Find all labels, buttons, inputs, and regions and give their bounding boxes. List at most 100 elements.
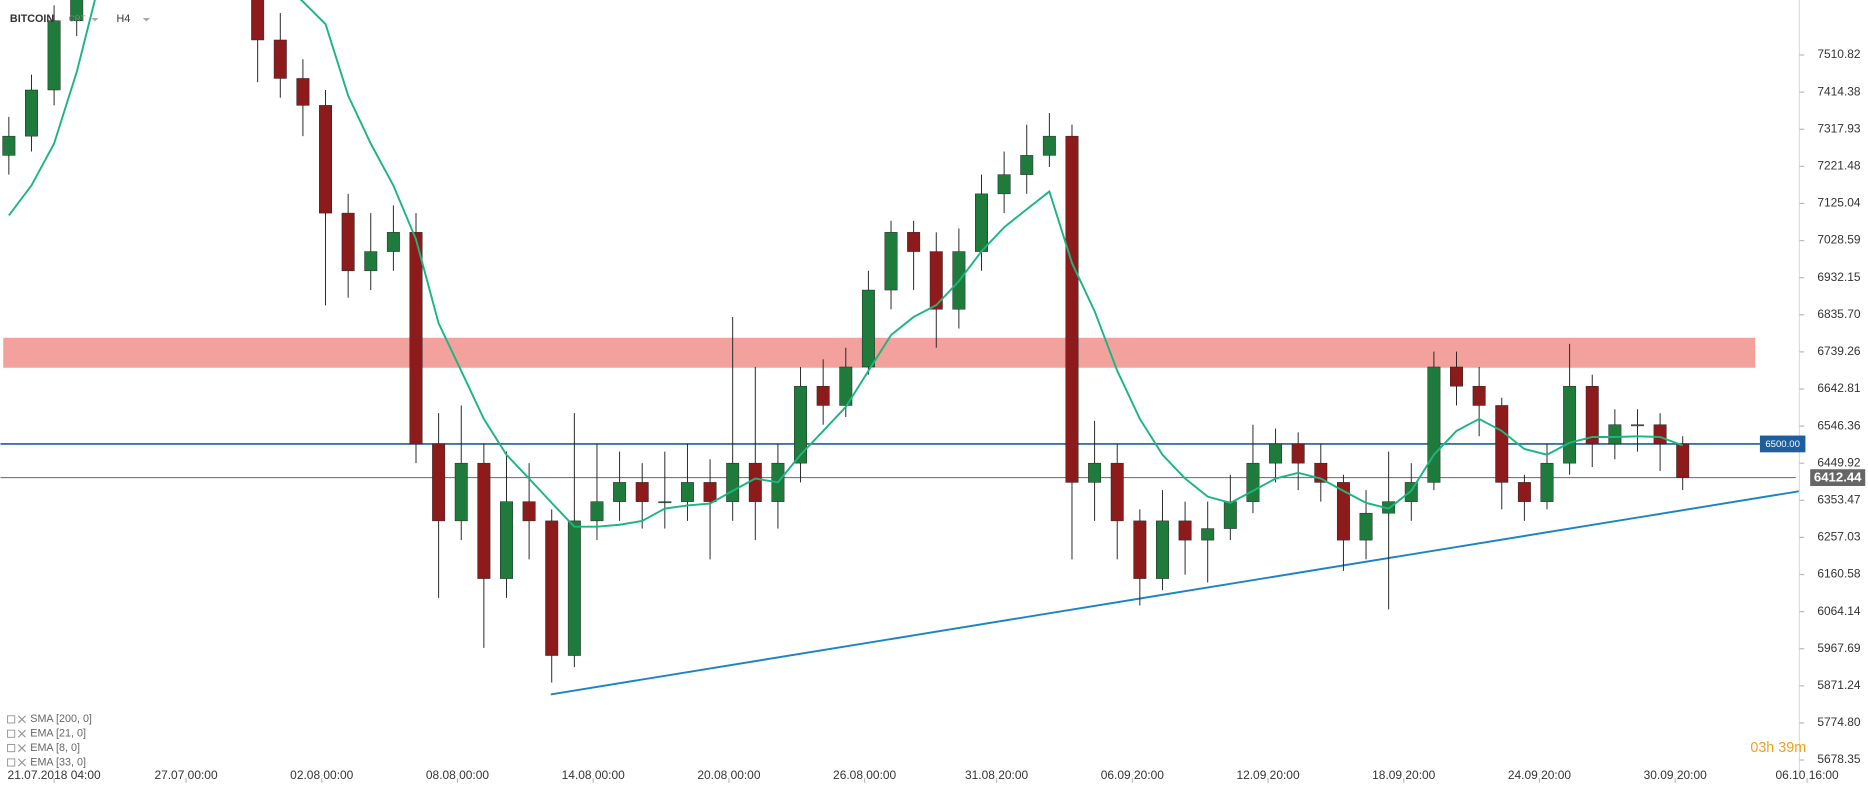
y-tick-label: 5774.80 [1817,715,1861,729]
price-level-label: 6500.00 [1765,439,1800,450]
candle-body [1676,443,1690,478]
candle-body [748,462,762,502]
x-tick-label: 06.09 20:00 [1101,768,1164,782]
account[interactable]: CRT [69,13,86,23]
y-tick-label: 6257.03 [1817,530,1861,544]
candle-body [1653,424,1667,445]
candle-body [861,289,875,368]
indicator-settings-icon [7,715,16,724]
y-tick-label: 7510.82 [1817,47,1861,61]
y-tick-label: 6449.92 [1817,455,1861,469]
candle-body [251,0,265,41]
price-level-tag [1810,469,1866,487]
candle-body [1133,520,1147,579]
y-tick-label: 6546.36 [1817,418,1861,432]
candle-body [1065,135,1079,483]
dropdown-icon[interactable] [91,17,99,22]
x-tick-label: 26.08 00:00 [833,768,896,782]
dropdown-icon[interactable] [142,17,150,22]
y-tick-label: 6932.15 [1817,270,1861,284]
indicator-remove-icon [17,744,26,753]
indicator-label: EMA [21, 0] [30,728,86,740]
candle-body [2,135,16,156]
symbol[interactable]: BITCOIN [10,13,54,25]
candle-body [522,501,536,522]
x-tick-label: 30.09 20:00 [1644,768,1707,782]
candle-body [1336,482,1350,541]
candle-body [409,232,423,445]
candle-body [613,482,627,502]
candle-body [1631,424,1644,427]
candle-body [1110,462,1124,522]
candle-body [1156,520,1169,579]
price-level-tag [1759,435,1806,453]
candle-body [997,174,1011,195]
candle-body [1178,520,1192,541]
candle-body [296,78,310,106]
indicator-remove-icon [17,715,26,724]
x-tick-label: 12.09 20:00 [1236,768,1299,782]
indicator-label: SMA [200, 0] [30,713,92,725]
candle-body [703,482,717,502]
indicator-label: EMA [8, 0] [30,742,80,754]
price-level-label: 6412.44 [1814,470,1862,485]
y-tick-label: 6160.58 [1817,567,1861,581]
indicator-settings-icon [7,758,16,767]
candle-body [635,482,649,502]
candle-body [884,232,898,291]
indicator-label: EMA [33, 0] [30,756,86,768]
candle-body [907,232,921,252]
candle-body [1269,443,1283,464]
x-tick-label: 20.08 00:00 [697,768,760,782]
y-tick-label: 6353.47 [1817,492,1861,506]
candle-body [477,462,491,579]
candle-body [658,501,672,504]
candle-body [1608,424,1622,445]
candle-body [590,501,604,522]
candle-body [1540,462,1554,502]
candle-body [680,482,694,502]
trendline [550,490,1800,696]
candle-body [794,385,808,464]
plot-area [0,0,1800,696]
candle-timer: 03h 39m [1750,740,1806,756]
x-tick-label: 08.08 00:00 [426,768,489,782]
x-tick-label: 24.09 20:00 [1508,768,1571,782]
candle-body [454,462,468,522]
candle-body [364,251,378,272]
y-tick-label: 5871.24 [1817,678,1861,692]
y-tick-label: 7125.04 [1817,196,1861,210]
timeframe[interactable]: H4 [116,13,130,25]
x-tick-label: 14.08 00:00 [562,768,625,782]
candle-body [273,39,287,79]
y-tick-label: 6835.70 [1817,307,1861,321]
candle-body [1088,462,1102,483]
y-tick-label: 7028.59 [1817,233,1861,247]
candle-body [500,501,513,579]
candle-body [1450,366,1463,387]
candle-body [1359,512,1373,541]
y-tick-label: 6642.81 [1817,381,1861,395]
x-tick-label: 31.08 20:00 [965,768,1028,782]
y-tick-label: 7414.38 [1817,84,1861,98]
candle-body [1201,528,1215,541]
y-tick-label: 6739.26 [1817,344,1861,358]
candle-body [432,443,446,522]
indicator-remove-icon [17,729,26,738]
y-tick-label: 6064.14 [1817,604,1861,618]
candle-body [975,193,988,252]
candle-body [1517,482,1531,502]
candle-body [1246,462,1260,502]
candle-body [1042,135,1056,156]
candle-body [47,20,61,91]
y-tick-label: 5967.69 [1817,641,1861,655]
candle-body [1427,366,1441,483]
candle-body [1472,385,1486,406]
candle-body [567,520,581,656]
candle-body [25,89,38,137]
candle-body [319,105,332,214]
candle-body [1495,405,1509,483]
candle-body [1585,385,1599,445]
